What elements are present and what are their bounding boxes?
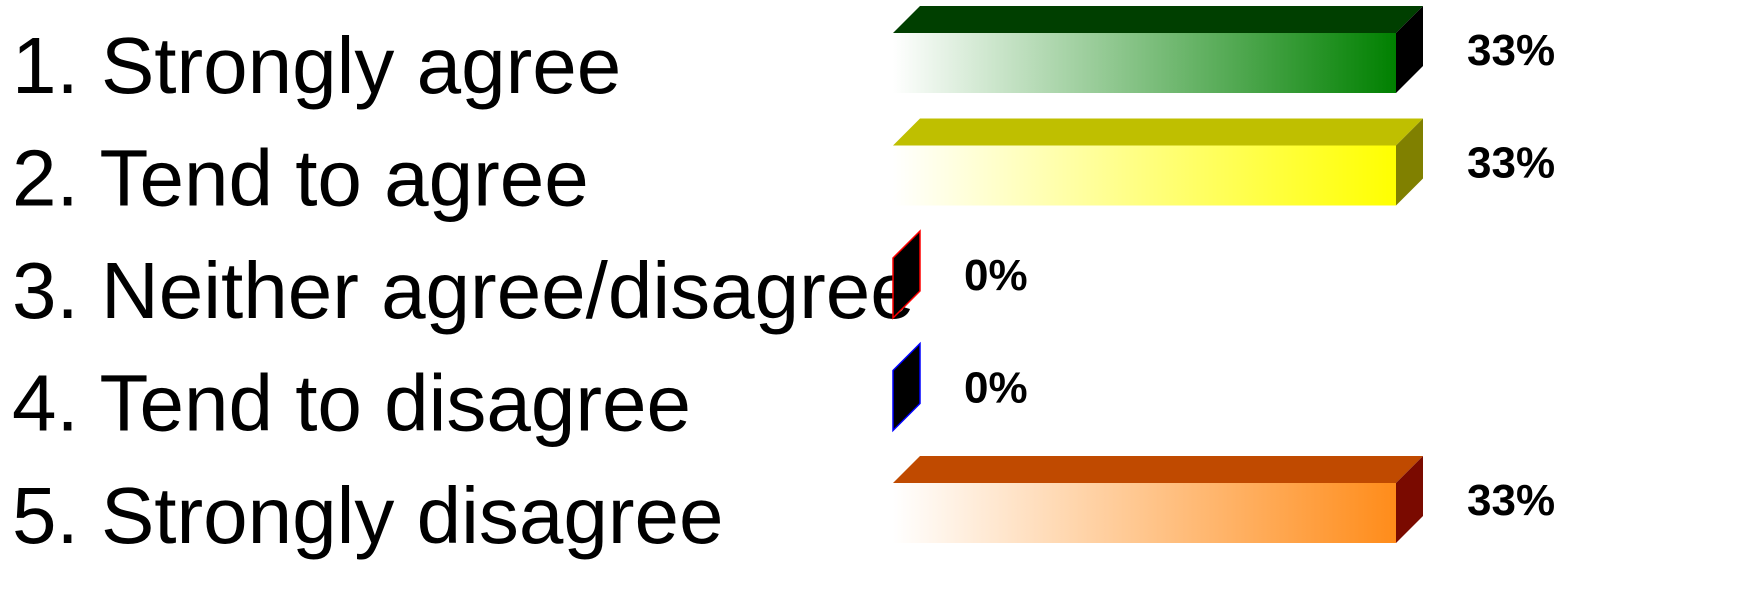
bar-front-tend-to-agree xyxy=(893,145,1396,206)
bar-top-strongly-agree xyxy=(893,6,1423,33)
bar-tend-to-disagree xyxy=(892,341,921,433)
bar-side-tend-to-disagree xyxy=(892,341,921,433)
value-label-strongly-disagree: 33% xyxy=(1467,476,1555,525)
bar-strongly-disagree xyxy=(893,456,1423,543)
bars xyxy=(892,6,1423,543)
bar-strongly-agree xyxy=(893,6,1423,93)
bar-side-neither-agree-disagree xyxy=(892,229,921,320)
bar-side-strongly-agree xyxy=(1396,6,1423,93)
category-label-neither-agree-disagree: 3. Neither agree/disagree xyxy=(12,246,915,335)
category-label-strongly-agree: 1. Strongly agree xyxy=(12,21,621,110)
bar-front-strongly-disagree xyxy=(893,483,1396,543)
category-label-tend-to-disagree: 4. Tend to disagree xyxy=(12,359,691,448)
value-label-tend-to-agree: 33% xyxy=(1467,139,1555,188)
category-label-strongly-disagree: 5. Strongly disagree xyxy=(12,471,724,560)
bar-top-strongly-disagree xyxy=(893,456,1423,483)
bar-front-strongly-agree xyxy=(893,33,1396,93)
bar-top-tend-to-agree xyxy=(893,118,1423,146)
category-labels: 1. Strongly agree 2. Tend to agree 3. Neit… xyxy=(12,21,915,560)
value-label-strongly-agree: 33% xyxy=(1467,26,1555,75)
value-label-neither-agree-disagree: 0% xyxy=(964,251,1028,300)
category-label-tend-to-agree: 2. Tend to agree xyxy=(12,134,589,223)
value-label-tend-to-disagree: 0% xyxy=(964,364,1028,413)
bar-side-strongly-disagree xyxy=(1396,456,1423,543)
value-labels: 33% 33% 0% 0% 33% xyxy=(964,26,1555,525)
bar-neither-agree-disagree xyxy=(892,229,921,320)
bar-side-tend-to-agree xyxy=(1396,118,1423,206)
bar-tend-to-agree xyxy=(893,118,1423,206)
